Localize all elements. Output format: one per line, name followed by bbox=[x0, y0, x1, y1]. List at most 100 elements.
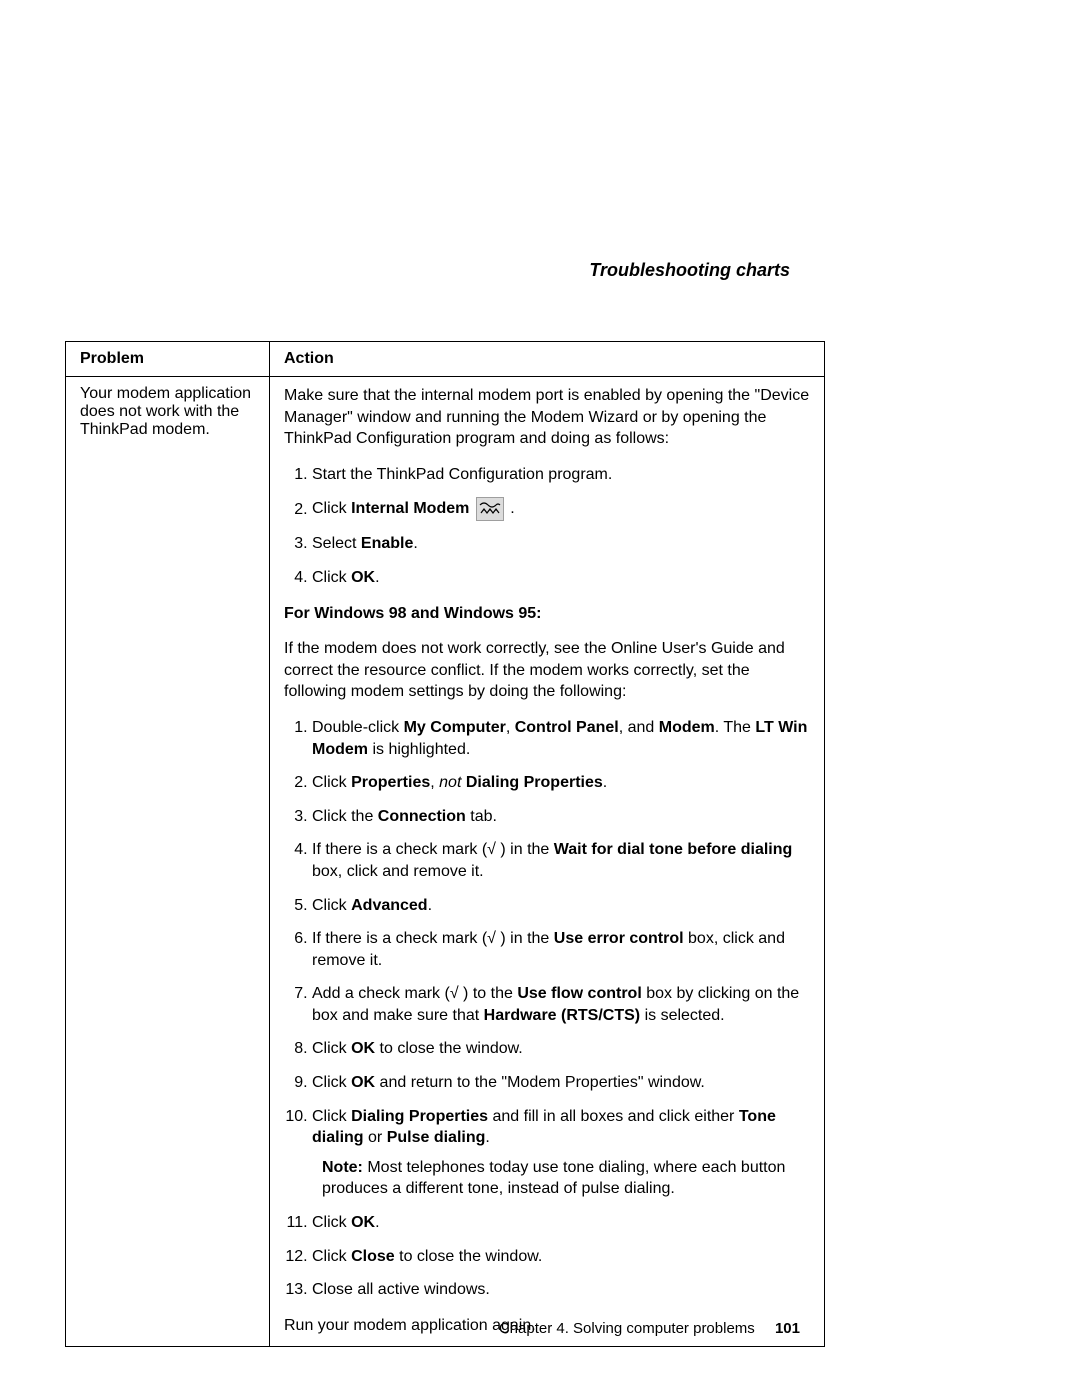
text: and fill in all boxes and click either bbox=[488, 1108, 739, 1125]
text: If there is a check mark ( bbox=[312, 930, 487, 947]
bold-text: Properties bbox=[351, 774, 430, 791]
text: ) to the bbox=[459, 985, 518, 1002]
text: or bbox=[364, 1129, 387, 1146]
text: is selected. bbox=[640, 1007, 724, 1024]
text: Click the bbox=[312, 808, 378, 825]
bold-text: Control Panel bbox=[515, 719, 619, 736]
step2-5: Click Advanced. bbox=[312, 895, 810, 917]
problem-cell: Your modem application does not work wit… bbox=[66, 377, 270, 1347]
text: . bbox=[428, 897, 432, 914]
text: . bbox=[375, 569, 379, 586]
text: Click bbox=[312, 501, 351, 518]
action-para2: If the modem does not work correctly, se… bbox=[284, 638, 810, 703]
action-list-1: Start the ThinkPad Configuration program… bbox=[284, 464, 810, 589]
text: . bbox=[603, 774, 607, 791]
bold-text: Wait for dial tone before dialing bbox=[554, 841, 793, 858]
text: to close the window. bbox=[395, 1248, 543, 1265]
text: Click bbox=[312, 1248, 351, 1265]
troubleshooting-table: Problem Action Your modem application do… bbox=[65, 341, 825, 1347]
bold-text: OK bbox=[351, 1040, 375, 1057]
step2-4: If there is a check mark (√ ) in the Wai… bbox=[312, 839, 810, 882]
bold-text: OK bbox=[351, 1214, 375, 1231]
bold-text: Dialing Properties bbox=[351, 1108, 488, 1125]
step2-10: Click Dialing Properties and fill in all… bbox=[312, 1106, 810, 1200]
bold-text: Pulse dialing bbox=[387, 1129, 486, 1146]
column-header-problem: Problem bbox=[66, 342, 270, 377]
bold-text: Modem bbox=[659, 719, 715, 736]
step2-1: Double-click My Computer, Control Panel,… bbox=[312, 717, 810, 760]
bold-text: Close bbox=[351, 1248, 395, 1265]
action-subhead: For Windows 98 and Windows 95: bbox=[284, 603, 810, 625]
bold-text: Advanced bbox=[351, 897, 427, 914]
action-list-2: Double-click My Computer, Control Panel,… bbox=[284, 717, 810, 1301]
step2-12: Click Close to close the window. bbox=[312, 1246, 810, 1268]
text: and return to the "Modem Properties" win… bbox=[375, 1074, 705, 1091]
text: Click bbox=[312, 1040, 351, 1057]
bold-text: OK bbox=[351, 1074, 375, 1091]
text: , bbox=[430, 774, 439, 791]
step-4: Click OK. bbox=[312, 567, 810, 589]
text: is highlighted. bbox=[368, 741, 470, 758]
note-text: Most telephones today use tone dialing, … bbox=[322, 1159, 785, 1198]
text: Click bbox=[312, 1074, 351, 1091]
text: to close the window. bbox=[375, 1040, 523, 1057]
checkmark: √ bbox=[450, 985, 459, 1002]
bold-text: Hardware (RTS/CTS) bbox=[484, 1007, 640, 1024]
footer-page-number: 101 bbox=[775, 1320, 800, 1337]
text: ) in the bbox=[496, 930, 554, 947]
text: , and bbox=[619, 719, 659, 736]
note-label: Note: bbox=[322, 1159, 363, 1176]
text: Click bbox=[312, 1214, 351, 1231]
step2-10-note: Note: Most telephones today use tone dia… bbox=[312, 1157, 810, 1200]
text: . bbox=[413, 535, 417, 552]
bold-text: Connection bbox=[378, 808, 466, 825]
step2-11: Click OK. bbox=[312, 1212, 810, 1234]
table-row: Your modem application does not work wit… bbox=[66, 377, 825, 1347]
action-content: Make sure that the internal modem port i… bbox=[284, 385, 810, 1336]
bold-text: Enable bbox=[361, 535, 413, 552]
text: . bbox=[375, 1214, 379, 1231]
text: If there is a check mark ( bbox=[312, 841, 487, 858]
italic-text: not bbox=[439, 774, 461, 791]
action-intro: Make sure that the internal modem port i… bbox=[284, 385, 810, 450]
checkmark: √ bbox=[487, 841, 496, 858]
step-1: Start the ThinkPad Configuration program… bbox=[312, 464, 810, 486]
text: Click bbox=[312, 897, 351, 914]
step2-13: Close all active windows. bbox=[312, 1279, 810, 1301]
internal-modem-icon bbox=[476, 497, 504, 521]
column-header-action: Action bbox=[270, 342, 825, 377]
text: . bbox=[506, 501, 515, 518]
bold-text: OK bbox=[351, 569, 375, 586]
action-cell: Make sure that the internal modem port i… bbox=[270, 377, 825, 1347]
text: Click bbox=[312, 1108, 351, 1125]
text: ) in the bbox=[496, 841, 554, 858]
text: tab. bbox=[466, 808, 497, 825]
step2-9: Click OK and return to the "Modem Proper… bbox=[312, 1072, 810, 1094]
step2-6: If there is a check mark (√ ) in the Use… bbox=[312, 928, 810, 971]
bold-text: Dialing Properties bbox=[466, 774, 603, 791]
text: Click bbox=[312, 774, 351, 791]
checkmark: √ bbox=[487, 930, 496, 947]
step2-7: Add a check mark (√ ) to the Use flow co… bbox=[312, 983, 810, 1026]
text: . bbox=[485, 1129, 489, 1146]
text: Select bbox=[312, 535, 361, 552]
bold-text: Use flow control bbox=[517, 985, 641, 1002]
bold-text: Internal Modem bbox=[351, 501, 469, 518]
step2-3: Click the Connection tab. bbox=[312, 806, 810, 828]
page-footer: Chapter 4. Solving computer problems 101 bbox=[499, 1320, 800, 1337]
text: , bbox=[506, 719, 515, 736]
text: Click bbox=[312, 569, 351, 586]
step-3: Select Enable. bbox=[312, 533, 810, 555]
text: box, click and remove it. bbox=[312, 863, 484, 880]
text: . The bbox=[715, 719, 756, 736]
text: Double-click bbox=[312, 719, 404, 736]
bold-text: My Computer bbox=[404, 719, 506, 736]
footer-chapter: Chapter 4. Solving computer problems bbox=[499, 1320, 755, 1337]
section-title: Troubleshooting charts bbox=[80, 260, 790, 281]
step2-2: Click Properties, not Dialing Properties… bbox=[312, 772, 810, 794]
step-2: Click Internal Modem . bbox=[312, 497, 810, 521]
step2-8: Click OK to close the window. bbox=[312, 1038, 810, 1060]
bold-text: Use error control bbox=[554, 930, 684, 947]
text: Add a check mark ( bbox=[312, 985, 450, 1002]
page: Troubleshooting charts Problem Action Yo… bbox=[0, 0, 1080, 1397]
